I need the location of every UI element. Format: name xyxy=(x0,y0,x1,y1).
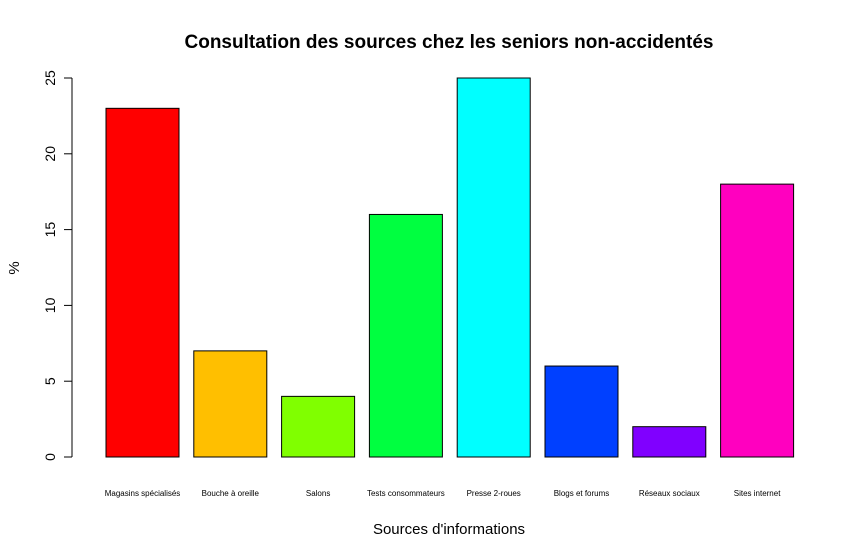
bar xyxy=(544,365,619,458)
y-axis-label: % xyxy=(6,261,23,274)
y-tick-label: 15 xyxy=(42,222,58,238)
bar xyxy=(632,426,707,458)
category-label: Presse 2-roues xyxy=(467,489,521,498)
bar xyxy=(456,77,531,458)
y-tick-label: 20 xyxy=(42,146,58,162)
category-label: Salons xyxy=(306,489,330,498)
category-label: Magasins spécialisés xyxy=(105,489,181,498)
chart-title: Consultation des sources chez les senior… xyxy=(185,32,714,53)
category-labels: Magasins spécialisés Bouche à oreille Salo… xyxy=(105,489,782,498)
y-ticks: 0 5 10 15 20 25 xyxy=(42,70,72,461)
bar xyxy=(720,183,795,458)
y-tick-label: 5 xyxy=(42,377,58,385)
category-label: Bouche à oreille xyxy=(202,489,260,498)
y-tick-label: 25 xyxy=(42,70,58,86)
bar xyxy=(368,213,443,458)
y-tick-label: 10 xyxy=(42,297,58,313)
category-label: Tests consommateurs xyxy=(367,489,445,498)
bar xyxy=(193,350,268,458)
bars xyxy=(105,77,795,458)
category-label: Blogs et forums xyxy=(554,489,610,498)
x-axis-label: Sources d'informations xyxy=(373,521,525,538)
category-label: Sites internet xyxy=(734,489,781,498)
y-tick-label: 0 xyxy=(42,453,58,461)
category-label: Réseaux sociaux xyxy=(639,489,700,498)
bar xyxy=(105,107,180,458)
bar xyxy=(281,395,356,458)
